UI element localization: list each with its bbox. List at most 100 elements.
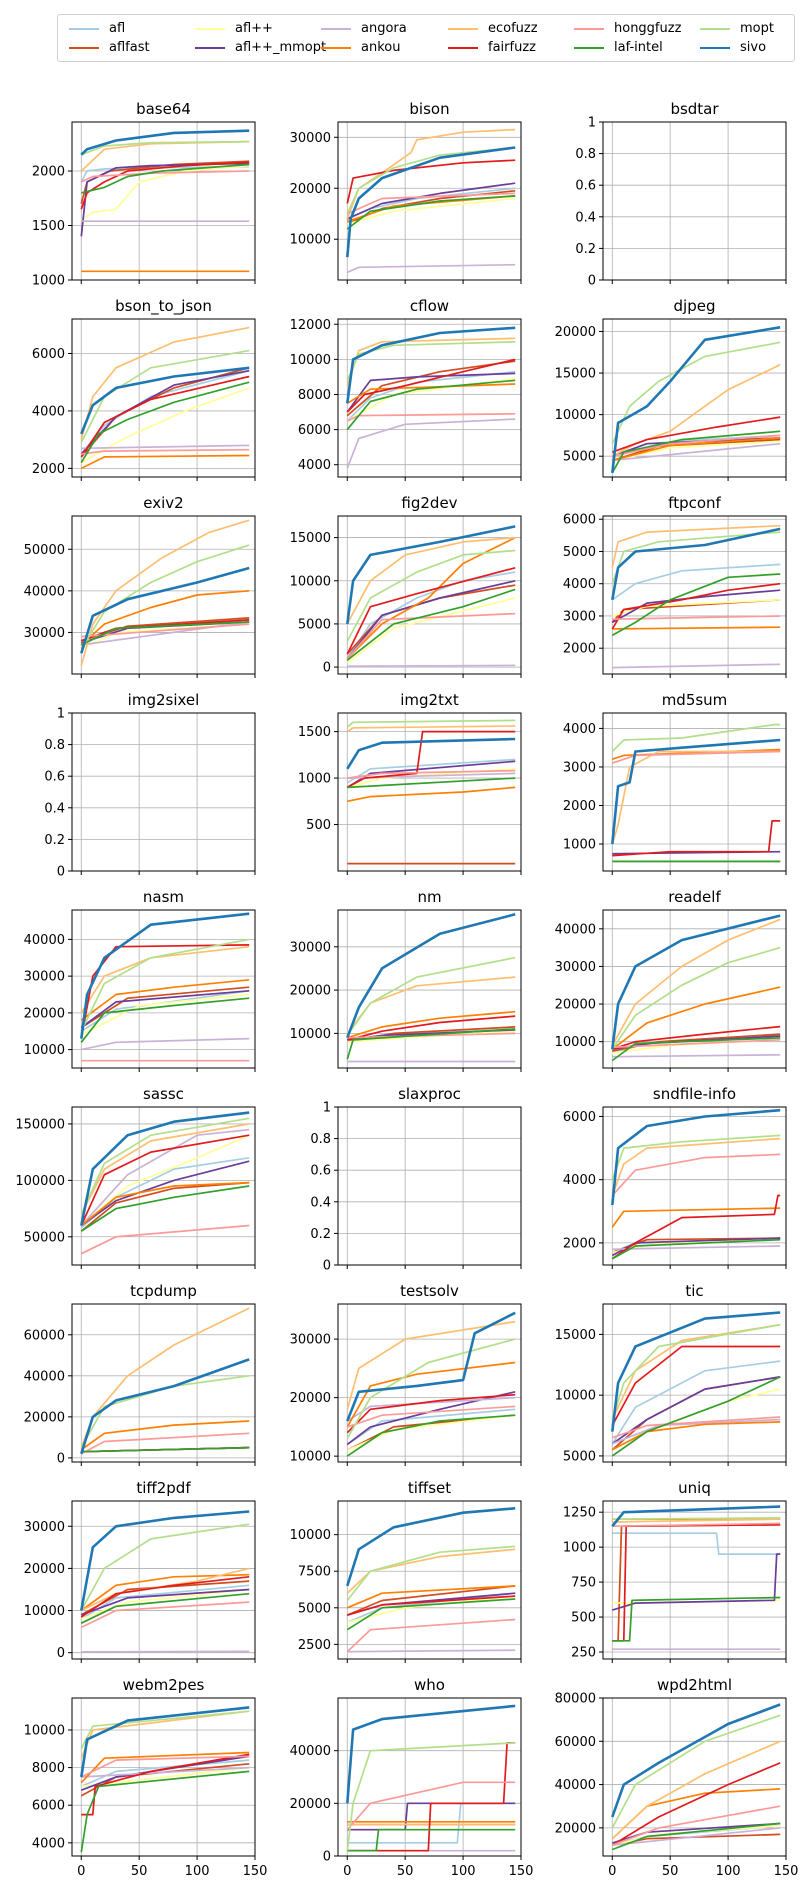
panel-title: webm2pes [123,1676,205,1694]
x-tick-label: 50 [662,1864,679,1879]
panel-title: nasm [143,888,184,906]
series-line-afl++ [80,164,250,221]
panel-frame [71,909,256,1069]
y-tick-label: 2500 [298,1638,331,1653]
series-line-mopt [346,719,516,728]
panel-title: bsdtar [670,100,719,118]
y-tick-label: 20000 [24,1410,65,1425]
panel-title: img2txt [400,691,459,709]
series-line-fairfuzz [81,1753,250,1816]
series-line-ecofuzz [611,918,781,1046]
y-tick-label: 20000 [290,984,331,999]
series-line-fairfuzz [346,358,516,413]
panel-title: cflow [410,297,449,315]
series-line-aflfast [612,1523,781,1642]
y-tick-label: 10000 [290,233,331,248]
y-tick-label: 60000 [24,1328,65,1343]
series-line-angora [81,1766,250,1778]
series-line-ankou [611,1207,781,1228]
series-line-ecofuzz [80,945,250,1014]
y-tick-label: 30000 [24,970,65,985]
series-line-aflfast [346,360,516,417]
series-line-mopt [611,1323,781,1420]
legend-label: afl++ [235,21,273,36]
panel-title: bison [409,100,449,118]
series-line-ecofuzz [346,725,516,733]
series-line-fairfuzz [612,416,781,453]
series-line-fairfuzz [612,1025,781,1051]
y-tick-label: 1500 [32,219,65,234]
y-tick-label: 40000 [24,933,65,948]
series-line-ankou [347,786,516,803]
series-line-laf-intel [81,163,250,194]
series-line-sivo [80,1706,250,1778]
x-tick-label: 100 [716,1864,741,1879]
series-line-angora [612,1827,781,1847]
series-line-honggfuzz [611,1153,781,1197]
legend-label: mopt [740,21,774,36]
series-line-fairfuzz [611,1345,781,1426]
panel-frame [602,1697,787,1857]
y-tick-label: 20000 [290,182,331,197]
series-line-fairfuzz [347,1595,516,1616]
panel-title: tiff2pdf [136,1479,191,1497]
y-tick-label: 10000 [290,1027,331,1042]
panel-title: nm [417,888,441,906]
series-line-fairfuzz [80,161,250,210]
y-tick-label: 3000 [563,609,596,624]
x-tick-label: 150 [243,1864,268,1879]
series-line-laf-intel [611,573,781,637]
series-line-sivo [611,1108,781,1206]
series-line-afl++_mmopt [81,1588,250,1616]
series-line-mopt [80,1523,250,1611]
panel-frame [337,712,522,872]
series-line-laf-intel [346,379,516,431]
y-tick-label: 2000 [32,462,65,477]
series-line-aflfast [612,1033,781,1052]
panel-frame [71,1697,256,1857]
series-line-sivo [611,527,781,601]
panel-title: testsolv [400,1282,459,1300]
y-tick-label: 0.8 [44,738,65,753]
legend-item: laf-intel [574,40,663,56]
legend-label: aflfast [109,40,150,55]
y-tick-label: 8000 [298,388,331,403]
panel-title: bson_to_json [115,297,212,316]
panel-frame [71,1500,256,1660]
y-tick-label: 0.6 [575,179,596,194]
panel-title: uniq [678,1479,711,1497]
legend-item: afl++ [195,21,273,37]
legend-swatch [321,47,351,49]
panel-frame [71,515,256,675]
panel-title: tcpdump [130,1282,197,1300]
y-tick-label: 4000 [298,458,331,473]
y-tick-label: 0.2 [44,833,65,848]
legend-item: afl++_mmopt [195,40,327,56]
y-tick-label: 20000 [24,1006,65,1021]
legend-item: aflfast [69,40,150,56]
series-line-fairfuzz [347,1015,516,1041]
series-line-honggfuzz [347,1032,516,1039]
panel-title: base64 [136,100,191,118]
legend-label: afl++_mmopt [235,40,327,55]
legend-item: sivo [700,40,766,56]
y-tick-label: 0.2 [310,1227,331,1242]
series-line-laf-intel [611,1376,781,1457]
y-tick-label: 0.2 [575,242,596,257]
panel-frame [337,1303,522,1463]
series-line-afl [611,563,781,601]
series-line-ankou [611,986,781,1050]
series-line-sivo [80,1510,250,1611]
series-line-honggfuzz [346,1781,516,1831]
y-tick-label: 30000 [555,960,596,975]
series-line-mopt [80,938,250,1032]
series-line-ankou [346,536,516,660]
y-tick-label: 0 [323,1259,331,1274]
series-line-afl++_mmopt [611,589,781,624]
series-line-ankou [346,383,516,405]
series-line-laf-intel [346,1028,516,1060]
panel-frame [602,318,787,478]
y-tick-label: 40000 [555,922,596,937]
y-tick-label: 2000 [563,799,596,814]
y-tick-label: 0.8 [310,1132,331,1147]
